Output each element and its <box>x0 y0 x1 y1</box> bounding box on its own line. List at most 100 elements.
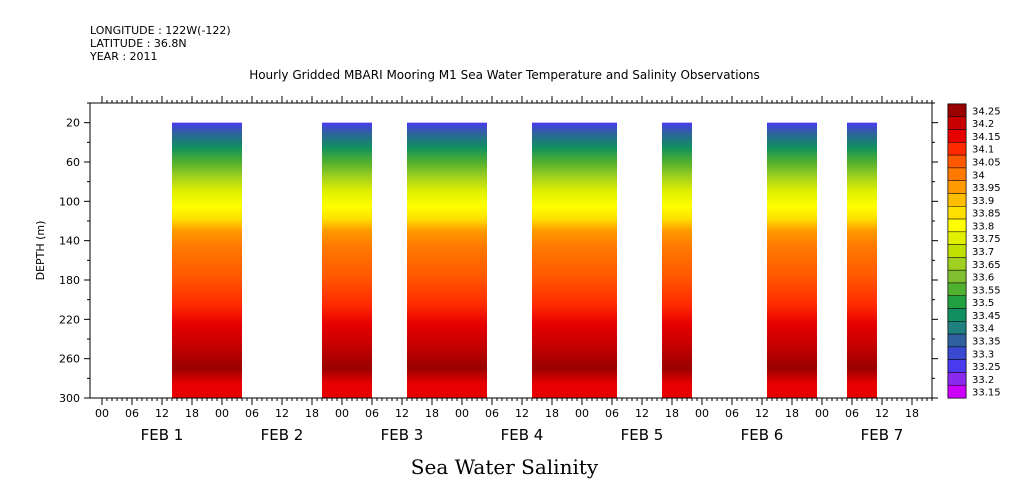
colorbar-label-14: 33.55 <box>972 285 1001 296</box>
data-segment-3 <box>407 122 487 399</box>
colorbar-swatch-4 <box>947 154 967 169</box>
x-tick-label-15: 18 <box>545 407 559 420</box>
data-segment-4 <box>532 122 617 399</box>
y-tick-label-100: 100 <box>59 195 80 208</box>
day-label-7: FEB 7 <box>861 426 904 444</box>
plot-frame <box>89 102 933 399</box>
colorbar-swatch-11 <box>947 244 967 258</box>
colorbar-label-6: 33.95 <box>972 183 1001 194</box>
colorbar-swatch-16 <box>947 308 967 322</box>
y-tick-label-60: 60 <box>66 156 80 169</box>
colorbar-swatch-13 <box>947 269 967 284</box>
colorbar-swatch-7 <box>947 193 967 207</box>
x-tick-label-6: 12 <box>275 407 289 420</box>
x-tick-label-12: 00 <box>455 407 469 420</box>
colorbar-label-17: 33.4 <box>972 324 994 335</box>
data-segment-2 <box>322 122 372 399</box>
x-tick-label-5: 06 <box>245 407 259 420</box>
colorbar-swatch-12 <box>947 257 967 271</box>
x-tick-label-16: 00 <box>575 407 589 420</box>
colorbar-swatch-5 <box>947 167 967 181</box>
colorbar-label-12: 33.65 <box>972 260 1001 271</box>
y-tick-label-300: 300 <box>59 392 80 405</box>
colorbar-swatch-20 <box>947 359 967 373</box>
day-label-4: FEB 4 <box>501 426 544 444</box>
colorbar-swatch-10 <box>947 231 967 245</box>
colorbar-label-3: 34.1 <box>972 145 994 156</box>
colorbar-swatch-21 <box>947 372 967 386</box>
colorbar-swatch-2 <box>947 129 967 143</box>
y-tick-label-220: 220 <box>59 313 80 326</box>
x-tick-label-8: 00 <box>335 407 349 420</box>
x-tick-label-20: 00 <box>695 407 709 420</box>
colorbar-label-19: 33.3 <box>972 349 994 360</box>
colorbar-swatch-15 <box>947 295 967 309</box>
colorbar-label-13: 33.6 <box>972 273 994 284</box>
colorbar-label-5: 34 <box>972 170 985 181</box>
colorbar-swatch-0 <box>947 103 967 118</box>
y-tick-label-20: 20 <box>66 117 80 130</box>
colorbar-swatch-9 <box>947 218 967 233</box>
x-tick-label-24: 00 <box>815 407 829 420</box>
colorbar-swatch-6 <box>947 180 967 194</box>
colorbar-swatch-18 <box>947 333 967 348</box>
x-tick-label-21: 06 <box>725 407 739 420</box>
day-label-6: FEB 6 <box>741 426 784 444</box>
colorbar-label-22: 33.15 <box>972 388 1001 399</box>
x-tick-label-0: 00 <box>95 407 109 420</box>
x-tick-label-23: 18 <box>785 407 799 420</box>
x-tick-label-9: 06 <box>365 407 379 420</box>
colorbar-label-21: 33.2 <box>972 375 994 386</box>
colorbar-swatch-22 <box>947 384 967 399</box>
x-tick-label-22: 12 <box>755 407 769 420</box>
colorbar-swatch-1 <box>947 116 967 130</box>
colorbar-label-9: 33.8 <box>972 221 994 232</box>
x-tick-label-13: 06 <box>485 407 499 420</box>
day-label-5: FEB 5 <box>621 426 664 444</box>
x-tick-label-10: 12 <box>395 407 409 420</box>
colorbar-label-8: 33.85 <box>972 209 1001 220</box>
x-tick-label-11: 18 <box>425 407 439 420</box>
colorbar-label-11: 33.7 <box>972 247 994 258</box>
x-tick-label-4: 00 <box>215 407 229 420</box>
colorbar-label-2: 34.15 <box>972 132 1001 143</box>
x-tick-label-18: 12 <box>635 407 649 420</box>
data-segment-7 <box>847 122 877 399</box>
colorbar-label-15: 33.5 <box>972 298 994 309</box>
colorbar-label-10: 33.75 <box>972 234 1001 245</box>
y-tick-label-180: 180 <box>59 274 80 287</box>
colorbar-label-4: 34.05 <box>972 158 1001 169</box>
x-tick-label-2: 12 <box>155 407 169 420</box>
colorbar-label-1: 34.2 <box>972 119 994 130</box>
x-tick-label-1: 06 <box>125 407 139 420</box>
colorbar-label-0: 34.25 <box>972 106 1001 117</box>
day-label-1: FEB 1 <box>141 426 184 444</box>
data-segment-6 <box>767 122 817 399</box>
colorbar-label-18: 33.35 <box>972 336 1001 347</box>
day-label-3: FEB 3 <box>381 426 424 444</box>
y-axis-label: DEPTH (m) <box>34 221 47 281</box>
chart-title: Hourly Gridded MBARI Mooring M1 Sea Wate… <box>249 68 760 82</box>
location-header: LONGITUDE : 122W(-122) LATITUDE : 36.8N … <box>90 24 231 63</box>
year-label: YEAR : 2011 <box>90 50 158 63</box>
colorbar-swatch-3 <box>947 142 967 156</box>
colorbar-label-16: 33.45 <box>972 311 1001 322</box>
data-segment-5 <box>662 122 692 399</box>
y-tick-label-260: 260 <box>59 353 80 366</box>
data-segment-1 <box>172 122 242 399</box>
colorbar-label-7: 33.9 <box>972 196 994 207</box>
colorbar-label-20: 33.25 <box>972 362 1001 373</box>
longitude-label: LONGITUDE : 122W(-122) <box>90 24 231 37</box>
variable-title: Sea Water Salinity <box>410 455 599 479</box>
x-tick-label-25: 06 <box>845 407 859 420</box>
x-tick-label-19: 18 <box>665 407 679 420</box>
colorbar-swatch-8 <box>947 206 967 220</box>
y-tick-label-140: 140 <box>59 235 80 248</box>
x-tick-label-27: 18 <box>905 407 919 420</box>
x-tick-label-17: 06 <box>605 407 619 420</box>
x-tick-label-14: 12 <box>515 407 529 420</box>
x-tick-label-26: 12 <box>875 407 889 420</box>
colorbar-swatch-17 <box>947 321 967 335</box>
latitude-label: LATITUDE : 36.8N <box>90 37 187 50</box>
